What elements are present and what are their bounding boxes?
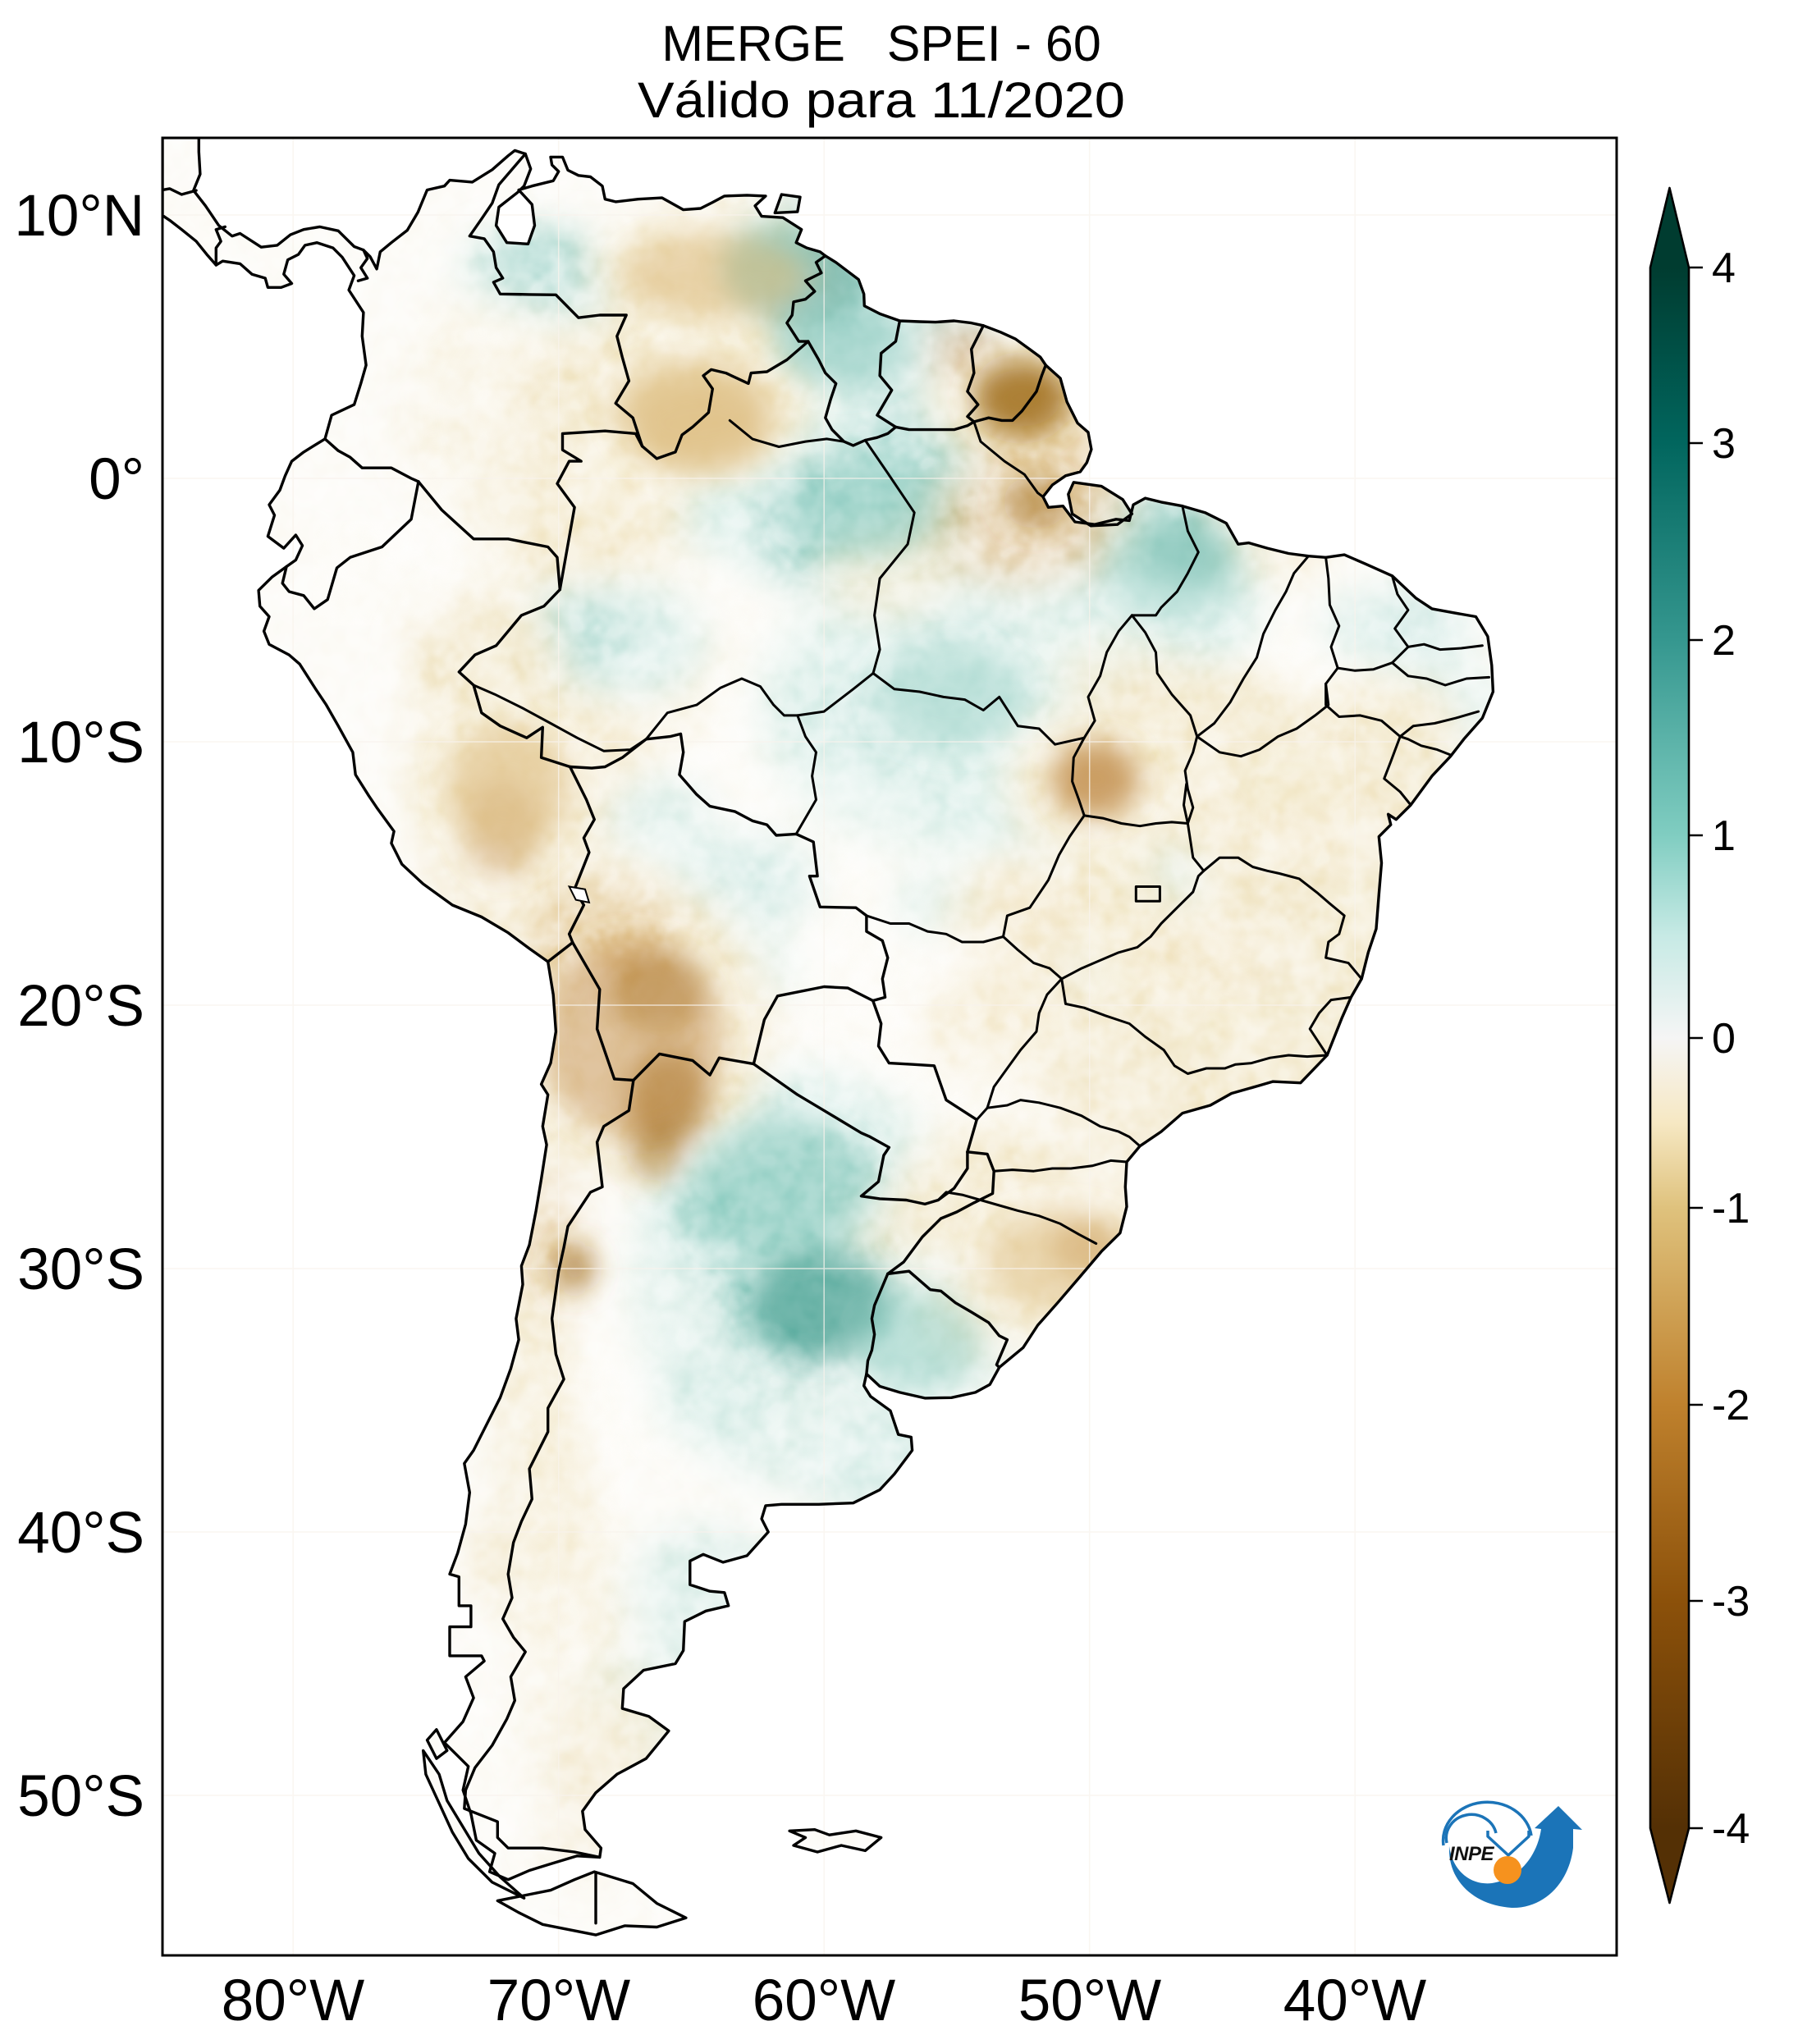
svg-text:10°S: 10°S (17, 711, 144, 775)
svg-text:80°W: 80°W (222, 1969, 364, 2033)
svg-text:70°W: 70°W (487, 1969, 630, 2033)
svg-text:-2: -2 (1712, 1382, 1750, 1429)
svg-text:0°: 0° (89, 447, 144, 512)
svg-text:3: 3 (1712, 420, 1736, 468)
svg-text:0: 0 (1712, 1015, 1736, 1063)
svg-text:-4: -4 (1712, 1805, 1750, 1853)
svg-text:Válido para 11/2020: Válido para 11/2020 (638, 72, 1125, 128)
svg-text:60°W: 60°W (753, 1969, 895, 2033)
svg-text:-3: -3 (1712, 1578, 1750, 1626)
svg-text:30°S: 30°S (17, 1237, 144, 1302)
svg-text:40°S: 40°S (17, 1501, 144, 1566)
svg-text:1: 1 (1712, 812, 1736, 860)
svg-text:MERGE SPEI - 60: MERGE SPEI - 60 (661, 16, 1101, 71)
svg-text:50°W: 50°W (1018, 1969, 1161, 2033)
svg-text:2: 2 (1712, 617, 1736, 665)
svg-text:10°N: 10°N (14, 184, 144, 249)
svg-text:-1: -1 (1712, 1185, 1750, 1232)
svg-text:50°S: 50°S (17, 1764, 144, 1829)
svg-text:40°W: 40°W (1283, 1969, 1426, 2033)
svg-text:20°S: 20°S (17, 974, 144, 1039)
svg-text:INPE: INPE (1449, 1843, 1495, 1865)
svg-text:4: 4 (1712, 245, 1736, 292)
